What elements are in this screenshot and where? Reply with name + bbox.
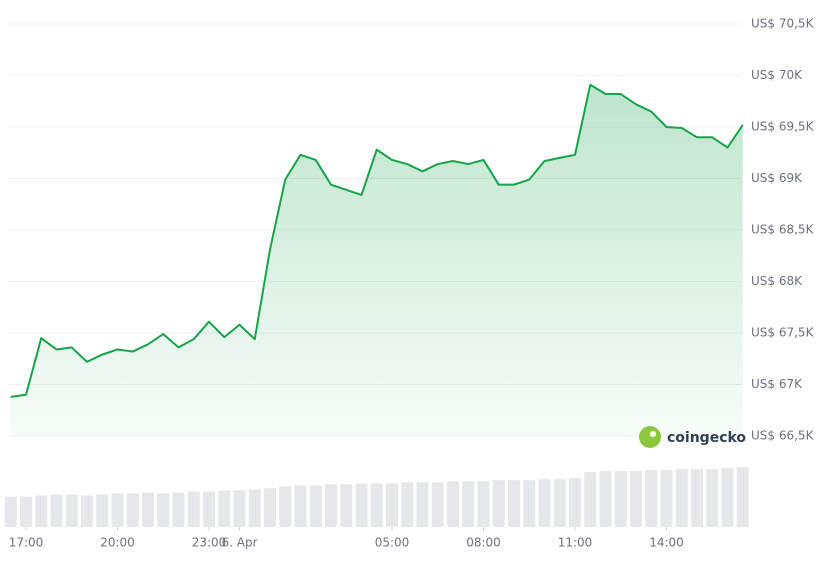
y-tick-label: US$ 70K (751, 68, 803, 82)
volume-bar (20, 496, 32, 527)
volume-bar (706, 469, 719, 527)
volume-bar (142, 492, 154, 527)
volume-bar (157, 493, 170, 527)
volume-bar (508, 480, 520, 527)
logo-text: coingecko (667, 430, 746, 446)
volume-bar (355, 483, 368, 527)
volume-bar (691, 469, 703, 527)
volume-bar (264, 488, 276, 527)
volume-bar (386, 483, 398, 527)
volume-bar (538, 479, 551, 527)
volume-bar (111, 493, 124, 527)
logo-icon (639, 426, 661, 448)
x-tick-label: 20:00 (100, 536, 135, 550)
y-tick-label: US$ 67K (751, 377, 803, 391)
volume-bar (447, 481, 459, 527)
volume-bar (248, 489, 261, 527)
x-tick-label: 11:00 (558, 536, 593, 550)
volume-bar (218, 490, 231, 527)
x-tick-label: 23:00 (192, 536, 227, 550)
volume-bar (65, 494, 78, 527)
volume-bar (431, 482, 444, 527)
y-tick-label: US$ 69K (751, 171, 803, 185)
volume-bar (50, 494, 63, 527)
x-tick-label: 6. Apr (221, 536, 257, 550)
volume-bar (203, 491, 215, 527)
volume-bar (569, 478, 581, 527)
volume-bar (645, 470, 658, 527)
volume-bar (599, 471, 612, 527)
volume-bar (370, 483, 383, 527)
volume-bar (462, 481, 475, 527)
volume-bar (81, 495, 93, 527)
volume-bar (721, 468, 734, 527)
volume-bar (4, 496, 17, 527)
volume-bar (416, 482, 429, 527)
volume-bar (325, 484, 337, 527)
volume-bar (279, 486, 292, 527)
x-tick-label: 05:00 (375, 536, 410, 550)
volume-bar (35, 495, 48, 527)
volume-bar (477, 481, 490, 527)
volume-bar (523, 480, 536, 527)
volume-bar (187, 491, 200, 527)
x-tick-label: 08:00 (466, 536, 501, 550)
volume-bar (675, 469, 688, 527)
volume-bar (660, 470, 673, 527)
volume-bar (736, 467, 749, 527)
volume-bar (401, 482, 414, 527)
volume-bar (614, 471, 627, 527)
logo: coingecko (639, 426, 746, 448)
volume-bar (553, 479, 566, 527)
y-tick-label: US$ 66,5K (751, 429, 815, 443)
volume-bar (126, 493, 139, 527)
y-tick-label: US$ 67,5K (751, 326, 815, 340)
volume-bar (492, 480, 505, 527)
volume-bar (340, 484, 353, 527)
y-tick-label: US$ 69,5K (751, 120, 815, 134)
y-tick-label: US$ 70,5K (751, 17, 815, 31)
logo-eye (650, 431, 656, 437)
volume-bar (294, 485, 307, 527)
x-tick-label: 17:00 (9, 536, 44, 550)
volume-bar (630, 471, 642, 527)
price-line (10, 83, 744, 398)
volume-bar (309, 485, 322, 527)
volume-bar (172, 492, 185, 527)
y-tick-label: US$ 68,5K (751, 223, 815, 237)
price-area (10, 84, 743, 437)
y-tick-label: US$ 68K (751, 274, 803, 288)
x-tick-label: 14:00 (649, 536, 684, 550)
volume-bar (584, 472, 597, 527)
volume-bar (96, 494, 109, 527)
volume-bar (233, 490, 246, 527)
